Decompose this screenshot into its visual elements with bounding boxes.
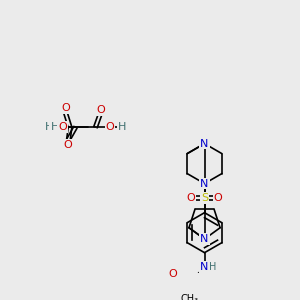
Text: S: S: [201, 193, 208, 203]
Text: O: O: [97, 105, 105, 115]
Text: HO: HO: [45, 122, 62, 132]
Text: N: N: [200, 262, 209, 272]
Text: O: O: [187, 193, 195, 203]
Text: O: O: [58, 122, 67, 132]
Text: N: N: [200, 139, 209, 148]
Text: O: O: [63, 140, 72, 149]
Text: H: H: [118, 122, 126, 132]
Text: CH₃: CH₃: [181, 294, 199, 300]
Text: O: O: [64, 141, 73, 151]
Text: O: O: [61, 103, 70, 113]
Text: O: O: [168, 268, 177, 279]
Text: H: H: [50, 122, 59, 132]
Text: H: H: [209, 262, 216, 272]
Text: N: N: [200, 234, 209, 244]
Text: O: O: [214, 193, 223, 203]
Text: N: N: [200, 178, 209, 189]
Text: O: O: [106, 122, 114, 132]
